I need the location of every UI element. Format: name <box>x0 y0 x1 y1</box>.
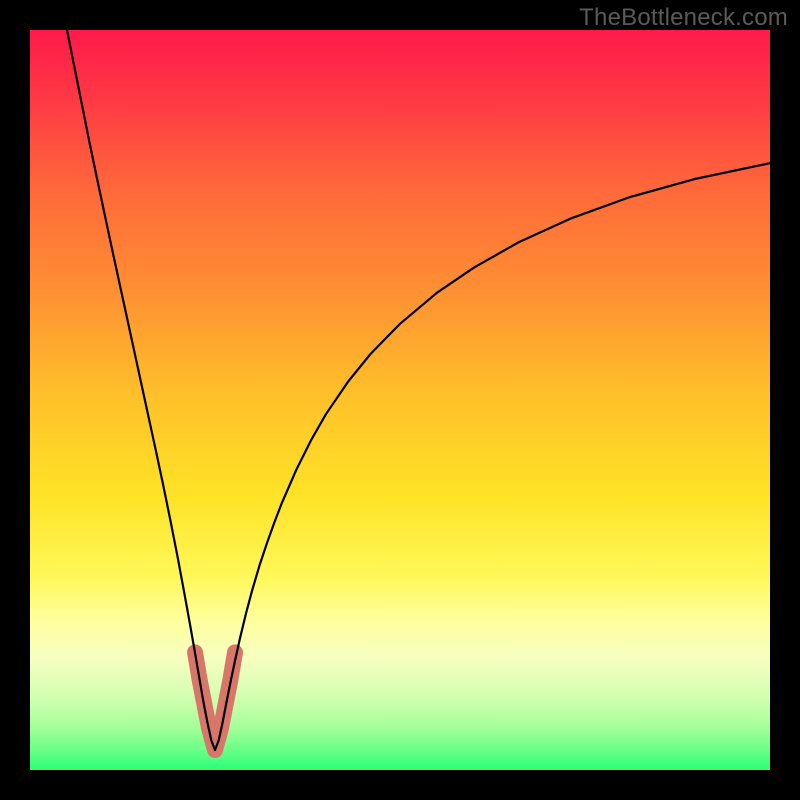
bottleneck-chart <box>0 0 800 800</box>
plot-background <box>30 30 770 770</box>
